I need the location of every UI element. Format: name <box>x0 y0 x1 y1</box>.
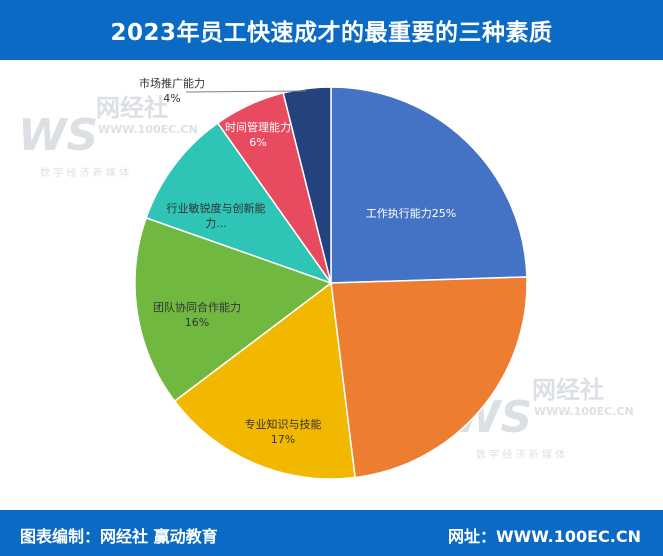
watermark-url-top: WWW.100EC.CN <box>98 123 198 136</box>
watermark-ws-mark-top: WS <box>18 110 98 161</box>
data-label-work-exec: 工作执行能力25% <box>366 206 456 220</box>
watermark-brand-bottom: 网经社 <box>532 376 604 404</box>
chart-header: 2023年员工快速成才的最重要的三种素质 <box>0 0 663 60</box>
data-labels: 工作执行能力25% 专业知识与技能 17% 团队协同合作能力 16% 行业敏锐度… <box>139 76 456 446</box>
leader-line-market <box>185 90 307 93</box>
watermark-logo-top: WS 网经社 WWW.100EC.CN 数 字 经 济 新 媒 体 <box>18 94 198 179</box>
data-label-team-pct: 16% <box>185 316 209 329</box>
footer-credit: 图表编制：网经社 赢动教育 <box>20 527 218 546</box>
data-label-time: 时间管理能力 <box>225 120 291 134</box>
pie-slice-2 <box>330 276 528 479</box>
pie-slices <box>134 86 528 480</box>
watermark-tagline-bottom: 数 字 经 济 新 媒 体 <box>476 448 565 461</box>
chart-area: WS 网经社 WWW.100EC.CN 数 字 经 济 新 媒 体 WS 网经社… <box>0 60 663 510</box>
data-label-market: 市场推广能力 <box>139 76 205 90</box>
chart-title: 2023年员工快速成才的最重要的三种素质 <box>110 20 553 46</box>
pie-slice-3 <box>173 281 356 480</box>
data-label-market-pct: 4% <box>163 92 180 105</box>
data-label-professional: 专业知识与技能 <box>245 417 322 431</box>
data-label-industry-cont: 力... <box>205 217 227 230</box>
data-label-time-pct: 6% <box>249 136 266 149</box>
watermark-tagline-top: 数 字 经 济 新 媒 体 <box>40 166 129 179</box>
watermark-logo-bottom: WS 网经社 WWW.100EC.CN 数 字 经 济 新 媒 体 <box>452 376 634 461</box>
data-label-professional-pct: 17% <box>271 433 295 446</box>
footer-website: 网址：WWW.100EC.CN <box>447 527 641 546</box>
pie-chart: WS 网经社 WWW.100EC.CN 数 字 经 济 新 媒 体 WS 网经社… <box>18 76 634 480</box>
pie-slice-5 <box>145 121 333 285</box>
data-label-industry: 行业敏锐度与创新能 <box>167 201 266 215</box>
watermark-brand-top: 网经社 <box>96 94 168 122</box>
footer-bar: 图表编制：网经社 赢动教育 网址：WWW.100EC.CN <box>0 510 663 556</box>
pie-slice-1 <box>330 86 528 284</box>
pie-slice-4 <box>134 216 333 403</box>
watermark-url-bottom: WWW.100EC.CN <box>534 405 634 418</box>
data-label-team: 团队协同合作能力 <box>153 300 241 314</box>
pie-slice-7 <box>282 86 332 284</box>
